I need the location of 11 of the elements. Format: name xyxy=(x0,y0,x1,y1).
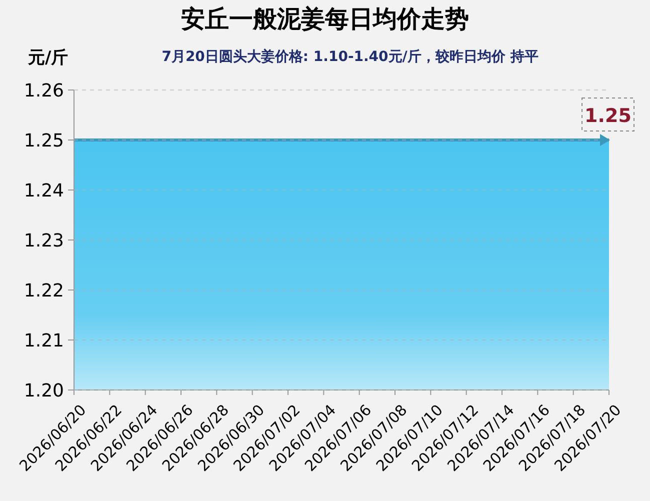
data-label: 1.25 xyxy=(584,105,632,127)
y-tick-label: 1.25 xyxy=(24,130,64,152)
y-tick-label: 1.26 xyxy=(24,80,64,102)
y-tick-label: 1.24 xyxy=(24,180,64,202)
y-axis-title: 元/斤 xyxy=(28,47,70,69)
y-tick-label: 1.20 xyxy=(24,380,64,402)
y-tick-label: 1.22 xyxy=(24,280,64,302)
chart-title: 安丘一般泥姜每日均价走势 xyxy=(180,4,470,34)
y-tick-label: 1.23 xyxy=(24,230,64,252)
y-tick-label: 1.21 xyxy=(24,330,64,352)
chart-subtitle: 7月20日圆头大姜价格: 1.10-1.40元/斤，较昨日均价 持平 xyxy=(160,48,540,66)
